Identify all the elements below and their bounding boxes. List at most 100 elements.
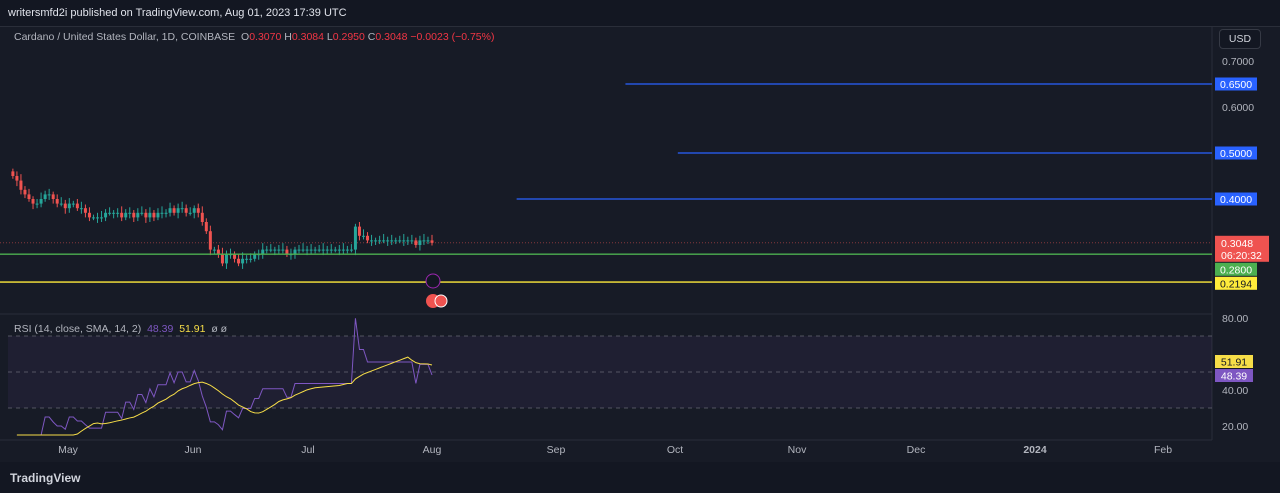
- rsi-line: [16, 318, 433, 436]
- currency-button[interactable]: USD: [1219, 29, 1261, 49]
- price-label: 0.6500: [1220, 79, 1252, 91]
- candle-body: [406, 240, 410, 242]
- candle-body: [426, 240, 430, 242]
- candle-body: [353, 226, 357, 250]
- rsi-legend: RSI (14, close, SMA, 14, 2) 48.39 51.91 …: [14, 323, 227, 335]
- candle-body: [277, 249, 281, 251]
- countdown-label: 06:20:32: [1221, 250, 1262, 262]
- candle-body: [341, 249, 345, 251]
- rsi-value-label: 51.91: [1221, 357, 1247, 369]
- candle-body: [386, 240, 390, 242]
- time-tick-label: Jul: [301, 444, 314, 456]
- candle-body: [87, 212, 91, 218]
- candle-body: [63, 203, 67, 209]
- candle-body: [160, 212, 164, 214]
- candle-body: [79, 208, 83, 210]
- candle-body: [204, 222, 208, 232]
- time-tick-label: Feb: [1154, 444, 1172, 456]
- footer: TradingView: [0, 462, 1280, 493]
- symbol-legend: Cardano / United States Dollar, 1D, COIN…: [14, 31, 494, 43]
- candle-body: [414, 240, 418, 245]
- candle-body: [265, 249, 269, 251]
- candle-body: [47, 194, 51, 196]
- candle-body: [430, 240, 434, 243]
- candle-body: [410, 240, 414, 242]
- candle-body: [382, 240, 386, 242]
- symbol-title: Cardano / United States Dollar, 1D, COIN…: [14, 31, 236, 43]
- candle-body: [71, 203, 75, 205]
- candle-body: [261, 249, 265, 255]
- candle-body: [329, 249, 333, 251]
- candle-body: [301, 249, 305, 251]
- candle-body: [224, 254, 228, 264]
- candle-body: [104, 212, 108, 218]
- candle-body: [96, 217, 100, 219]
- candle-body: [116, 212, 120, 214]
- candle-body: [200, 212, 204, 222]
- rsi-extra: ø ø: [211, 323, 228, 335]
- candle-body: [15, 176, 19, 181]
- chart-canvas[interactable]: 0.7000 0.6000 May Jun Jul Aug Sep Oct Nov Dec 2024…: [0, 0, 1280, 462]
- open-value: 0.3070: [249, 31, 282, 43]
- rsi-value-label: 48.39: [1221, 371, 1247, 383]
- tradingview-logo[interactable]: TradingView: [10, 471, 81, 485]
- candle-body: [281, 249, 285, 251]
- candle-body: [91, 217, 95, 219]
- candle-body: [140, 212, 144, 214]
- candle-body: [75, 203, 79, 209]
- candle-body: [120, 212, 124, 218]
- rsi-sma-line: [16, 356, 433, 436]
- candle-body: [144, 212, 148, 218]
- candle-body: [100, 217, 104, 219]
- candle-body: [418, 240, 422, 245]
- candle-body: [241, 258, 245, 264]
- candle-body: [55, 199, 59, 204]
- close-label: C: [367, 31, 376, 43]
- candle-body: [184, 208, 188, 213]
- candle-body: [345, 249, 349, 251]
- rsi-value: 48.39: [147, 323, 174, 335]
- candle-body: [180, 208, 184, 210]
- candle-body: [216, 249, 220, 255]
- price-label-bg: [1215, 77, 1257, 91]
- rsi-tick-label: 80.00: [1222, 313, 1248, 325]
- close-value: 0.3048: [375, 31, 408, 43]
- price-label: 0.2194: [1220, 278, 1252, 290]
- chart-frame[interactable]: [0, 26, 1280, 463]
- event-flag-icon: [434, 294, 448, 308]
- time-tick-label: May: [58, 444, 79, 456]
- candle-body: [285, 249, 289, 255]
- candle-body: [27, 194, 31, 199]
- candle-body: [237, 258, 241, 264]
- time-tick-label: Aug: [423, 444, 442, 456]
- event-flash-icon: [425, 273, 441, 289]
- candle-body: [19, 180, 23, 190]
- candle-body: [366, 235, 370, 241]
- candle-body: [172, 208, 176, 213]
- change-value: −0.0023 (−0.75%): [410, 31, 495, 43]
- candle-body: [208, 231, 212, 250]
- rsi-value-label-bg: [1215, 355, 1253, 368]
- candle-body: [398, 240, 402, 242]
- rsi-value-label-bg: [1215, 369, 1253, 382]
- time-tick-label: Jun: [185, 444, 202, 456]
- price-label: 0.5000: [1220, 148, 1252, 160]
- candle-body: [378, 240, 382, 242]
- candle-body: [136, 212, 140, 218]
- candle-body: [164, 212, 168, 214]
- price-label-bg: [1215, 276, 1257, 290]
- candle-body: [422, 240, 426, 242]
- candle-body: [309, 249, 313, 251]
- last-price-label: 0.3048: [1221, 238, 1253, 250]
- candle-body: [297, 249, 301, 251]
- candle-body: [357, 226, 361, 236]
- candle-body: [333, 249, 337, 251]
- candle-body: [192, 208, 196, 213]
- candle-body: [39, 199, 43, 204]
- candle-body: [176, 208, 180, 213]
- time-tick-label: 2024: [1023, 444, 1047, 456]
- price-tick-label: 0.7000: [1222, 56, 1254, 68]
- rsi-tick-label: 20.00: [1222, 421, 1248, 433]
- candle-body: [112, 212, 116, 214]
- candle-body: [59, 203, 63, 205]
